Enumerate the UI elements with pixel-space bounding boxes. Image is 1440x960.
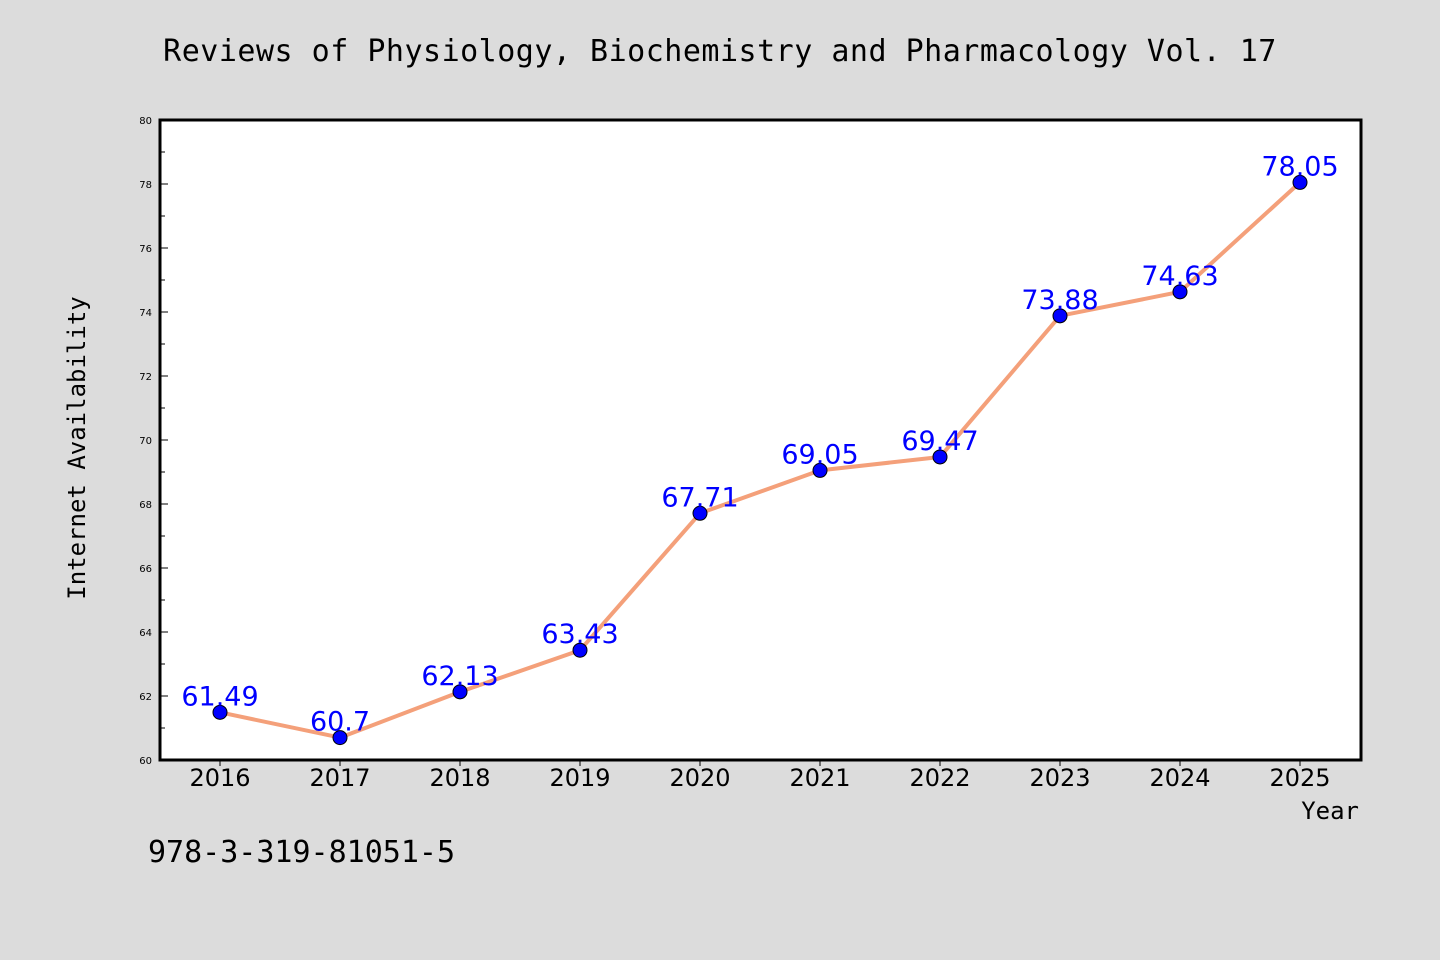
- data-point: [572, 642, 588, 658]
- data-point: [692, 505, 708, 521]
- y-tick-label: 66: [139, 564, 152, 575]
- x-tick-label: 2016: [189, 764, 250, 792]
- chart-title: Reviews of Physiology, Biochemistry and …: [163, 34, 1277, 69]
- y-tick-label: 62: [139, 692, 152, 703]
- y-tick-label: 68: [139, 500, 152, 511]
- data-label: 63.43: [541, 619, 618, 650]
- data-point: [1292, 174, 1308, 190]
- x-tick-label: 2018: [429, 764, 490, 792]
- y-axis-label: Internet Availability: [63, 296, 91, 599]
- data-label: 60.7: [310, 707, 370, 738]
- y-tick-label: 64: [139, 628, 152, 639]
- y-tick-label: 80: [139, 116, 152, 127]
- data-label: 62.13: [421, 661, 498, 692]
- series-line: [218, 180, 1302, 740]
- data-label: 61.49: [181, 681, 258, 712]
- y-tick-label: 78: [139, 180, 152, 191]
- data-point: [812, 462, 828, 478]
- plot-area: [160, 120, 1361, 760]
- y-tick-label: 74: [139, 308, 152, 319]
- data-point: [932, 449, 948, 465]
- y-tick-label: 72: [139, 372, 152, 383]
- data-point: [1172, 284, 1188, 300]
- data-point: [1052, 308, 1068, 324]
- series-layer: 61.49 60.7 62.13 63.43 67.71 69.05 69.47 73.88 7…: [181, 151, 1339, 746]
- data-label: 67.71: [661, 482, 738, 513]
- x-tick-label: 2023: [1029, 764, 1090, 792]
- data-point: [212, 704, 228, 720]
- x-tick-label: 2020: [669, 764, 730, 792]
- x-tick-label: 2025: [1269, 764, 1330, 792]
- plot-frame: [158, 118, 1363, 762]
- y-tick-label: 70: [139, 436, 152, 447]
- y-tick-label: 60: [139, 756, 152, 767]
- data-point: [452, 684, 468, 700]
- data-label: 69.05: [781, 439, 858, 470]
- x-tick-label: 2021: [789, 764, 850, 792]
- x-tick-label: 2024: [1149, 764, 1210, 792]
- data-label: 73.88: [1021, 285, 1098, 316]
- data-label: 74.63: [1141, 261, 1218, 292]
- x-tick-label: 2019: [549, 764, 610, 792]
- data-label: 78.05: [1261, 151, 1338, 182]
- isbn-text: 978-3-319-81051-5: [148, 835, 456, 870]
- x-axis: 2016 2017 2018 2019 2020 2021 2022 2023 2024 2025: [189, 760, 1331, 792]
- x-tick-label: 2022: [909, 764, 970, 792]
- y-tick-label: 76: [139, 244, 152, 255]
- data-label: 69.47: [901, 426, 978, 457]
- x-tick-label: 2017: [309, 764, 370, 792]
- x-axis-label: Year: [1301, 797, 1359, 825]
- data-point: [332, 730, 348, 746]
